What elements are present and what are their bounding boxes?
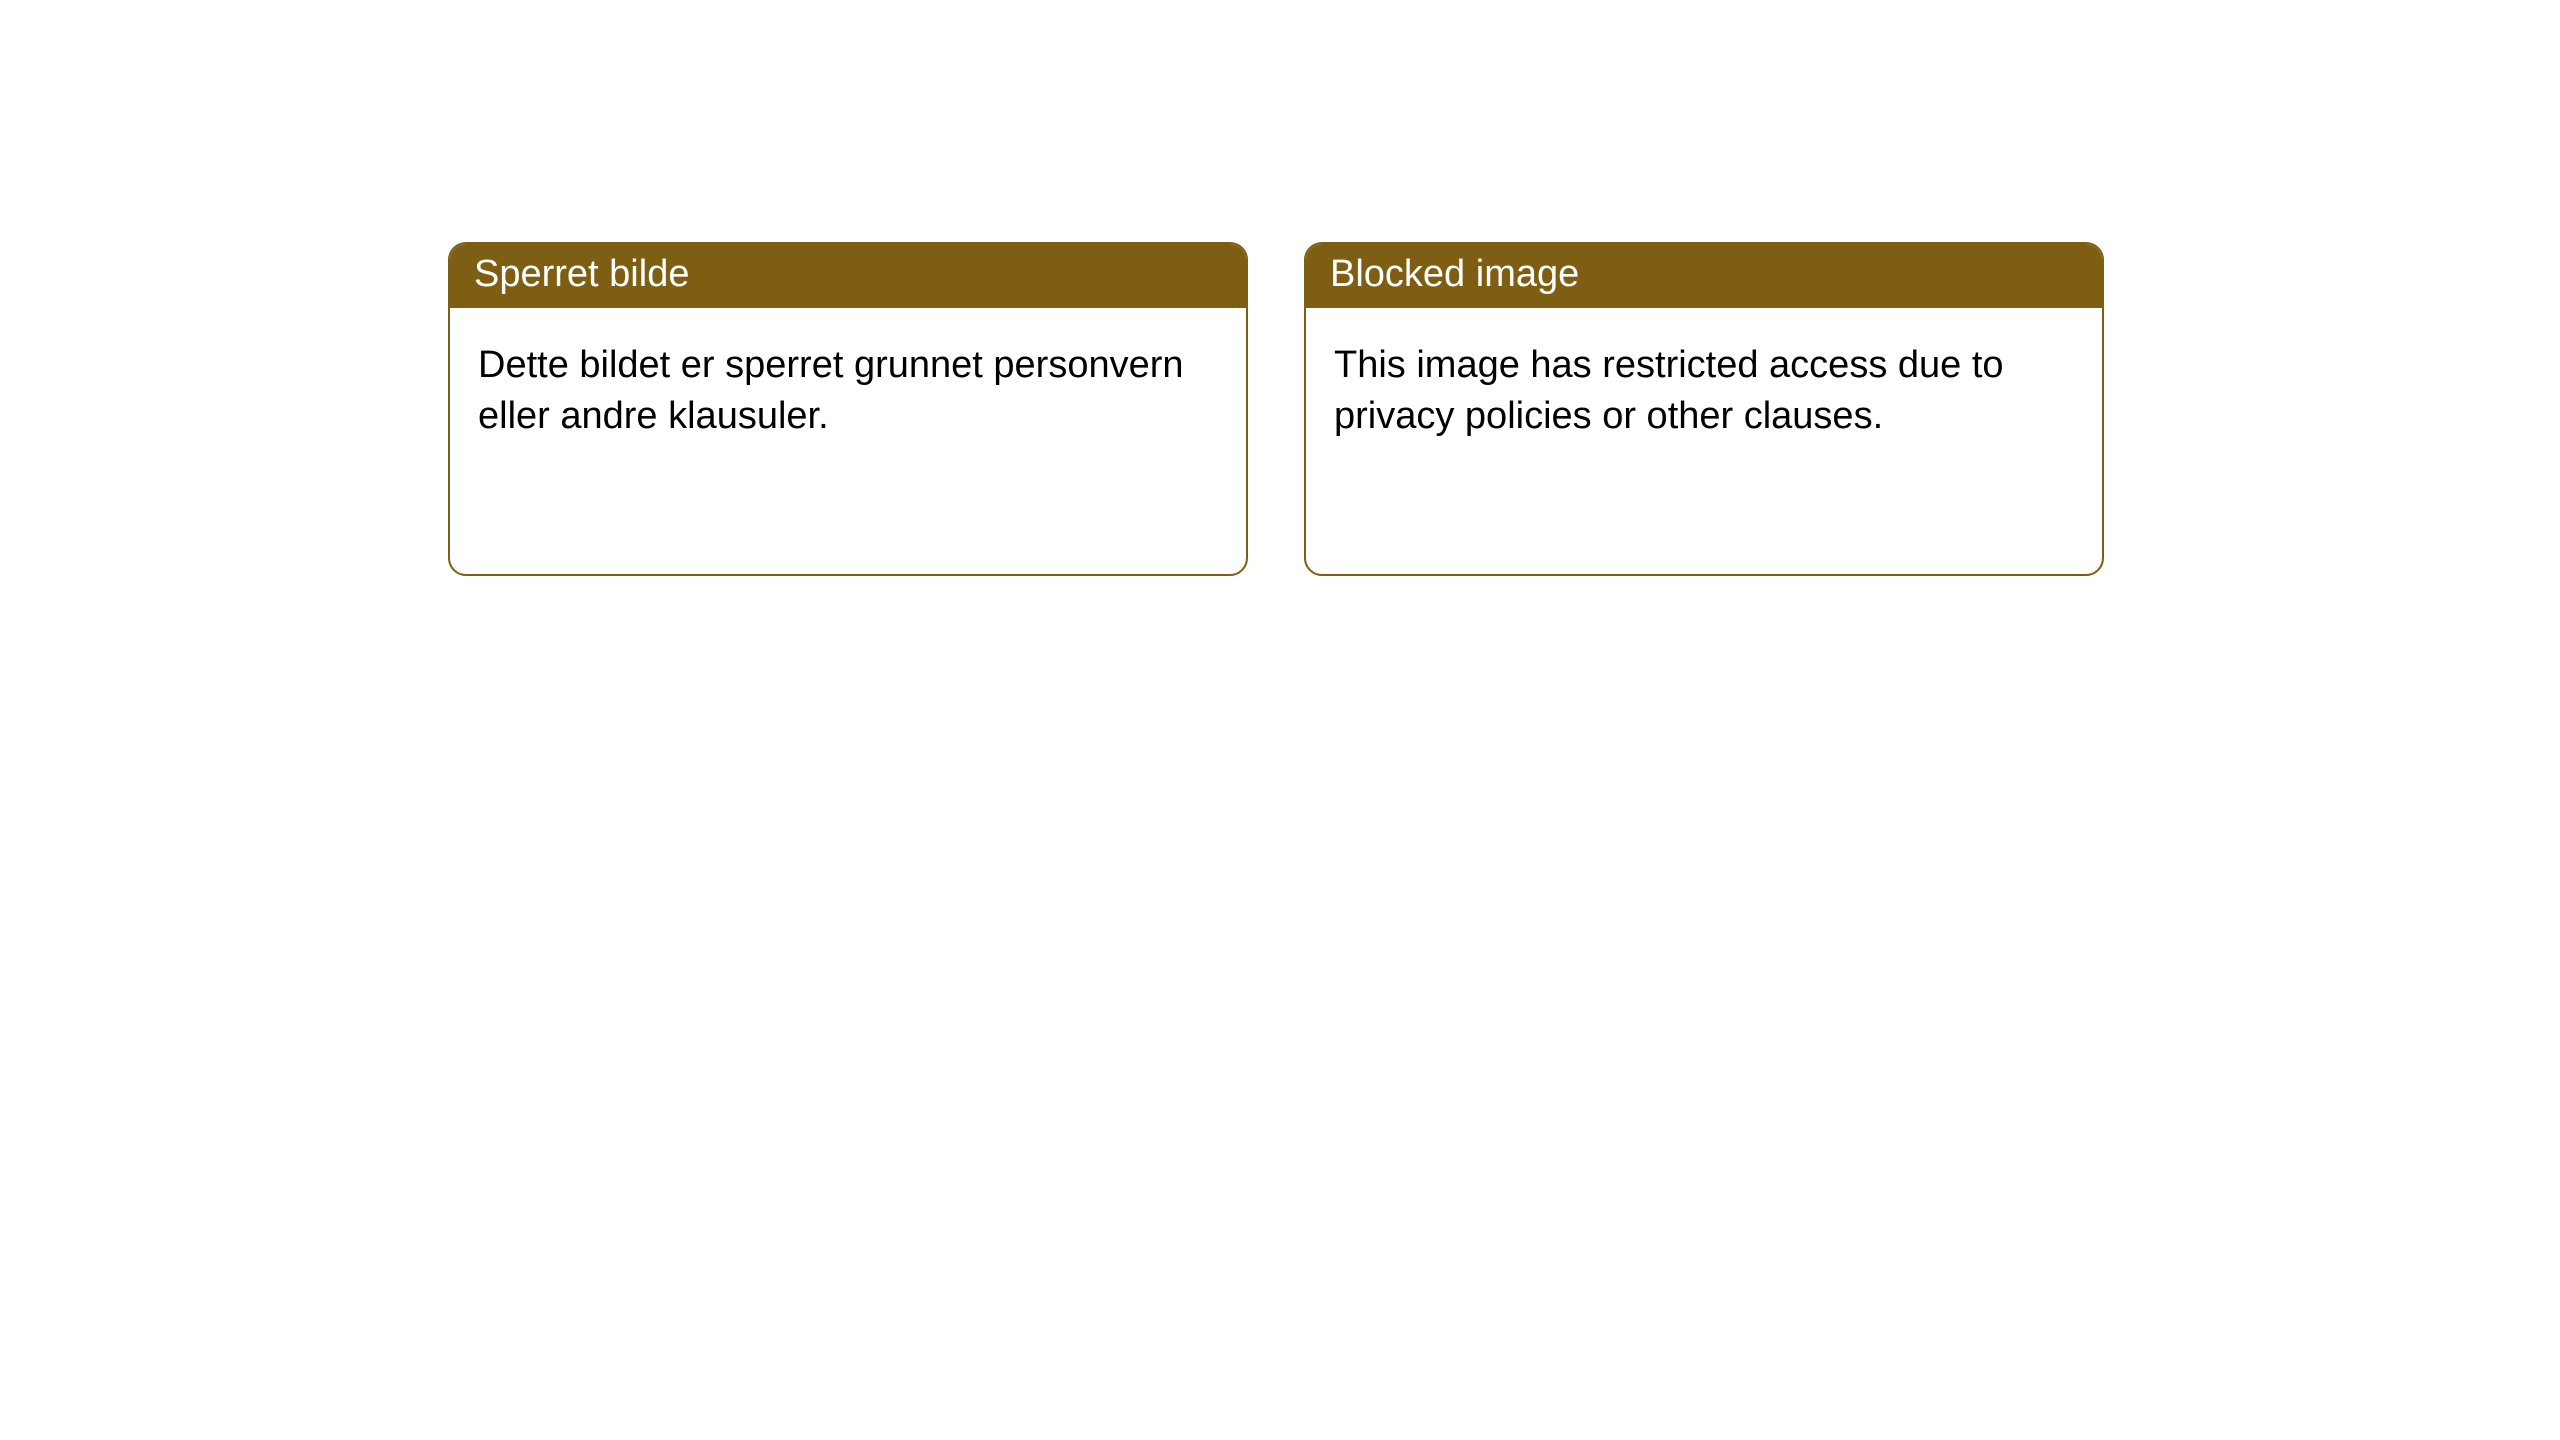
card-header: Sperret bilde bbox=[450, 244, 1246, 308]
card-body: Dette bildet er sperret grunnet personve… bbox=[450, 308, 1246, 475]
notice-card-norwegian: Sperret bilde Dette bildet er sperret gr… bbox=[448, 242, 1248, 576]
card-body: This image has restricted access due to … bbox=[1306, 308, 2102, 475]
card-title: Sperret bilde bbox=[474, 253, 689, 295]
notice-card-english: Blocked image This image has restricted … bbox=[1304, 242, 2104, 576]
card-body-text: This image has restricted access due to … bbox=[1334, 344, 2004, 437]
card-header: Blocked image bbox=[1306, 244, 2102, 308]
notice-cards-container: Sperret bilde Dette bildet er sperret gr… bbox=[448, 242, 2560, 576]
card-body-text: Dette bildet er sperret grunnet personve… bbox=[478, 344, 1184, 437]
card-title: Blocked image bbox=[1330, 253, 1579, 295]
